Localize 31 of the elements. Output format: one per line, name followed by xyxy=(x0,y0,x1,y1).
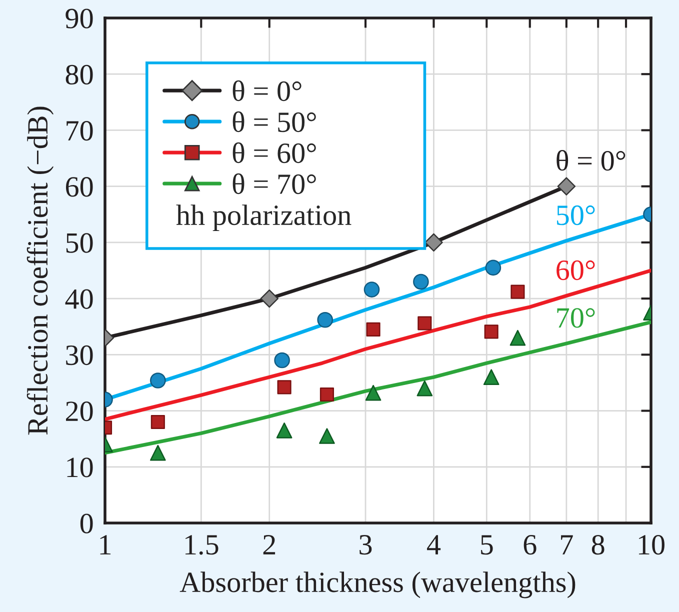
y-tick-label: 50 xyxy=(66,233,93,253)
x-tick-label: 8 xyxy=(592,534,604,555)
x-tick-label: 3 xyxy=(360,535,372,555)
y-tick-label: 10 xyxy=(67,458,93,478)
x-tick-label: 7 xyxy=(561,535,573,554)
series-label: 70° xyxy=(557,308,595,328)
legend-label: θ = 70° xyxy=(232,173,316,194)
x-tick-label: 2 xyxy=(263,535,276,554)
legend-label: θ = 50° xyxy=(232,111,316,132)
y-tick-label: 80 xyxy=(66,64,93,85)
series-label: 60° xyxy=(556,260,595,280)
y-tick-label: 20 xyxy=(66,402,93,422)
x-tick-label: 1.5 xyxy=(185,535,218,555)
y-tick-label: 0 xyxy=(80,514,93,534)
y-axis-title: Reflection coefficient (−dB) xyxy=(26,106,54,435)
legend-label: θ = 0° xyxy=(232,80,302,102)
x-axis-title: Absorber thickness (wavelengths) xyxy=(180,572,576,598)
x-tick-label: 10 xyxy=(638,534,664,555)
legend-label: θ = 60° xyxy=(232,142,316,164)
x-tick-label: 1 xyxy=(100,535,111,554)
y-tick-label: 40 xyxy=(65,289,93,309)
annotation: hh polarization xyxy=(176,204,352,232)
y-tick-label: 30 xyxy=(66,345,93,366)
x-tick-label: 6 xyxy=(524,535,536,555)
y-tick-label: 70 xyxy=(66,120,93,141)
series-label: θ = 0° xyxy=(556,150,626,171)
y-tick-label: 60 xyxy=(66,177,93,197)
y-tick-label: 90 xyxy=(66,8,93,28)
series-label: 50° xyxy=(557,205,595,226)
x-tick-label: 5 xyxy=(481,535,493,555)
x-tick-label: 4 xyxy=(427,535,441,554)
